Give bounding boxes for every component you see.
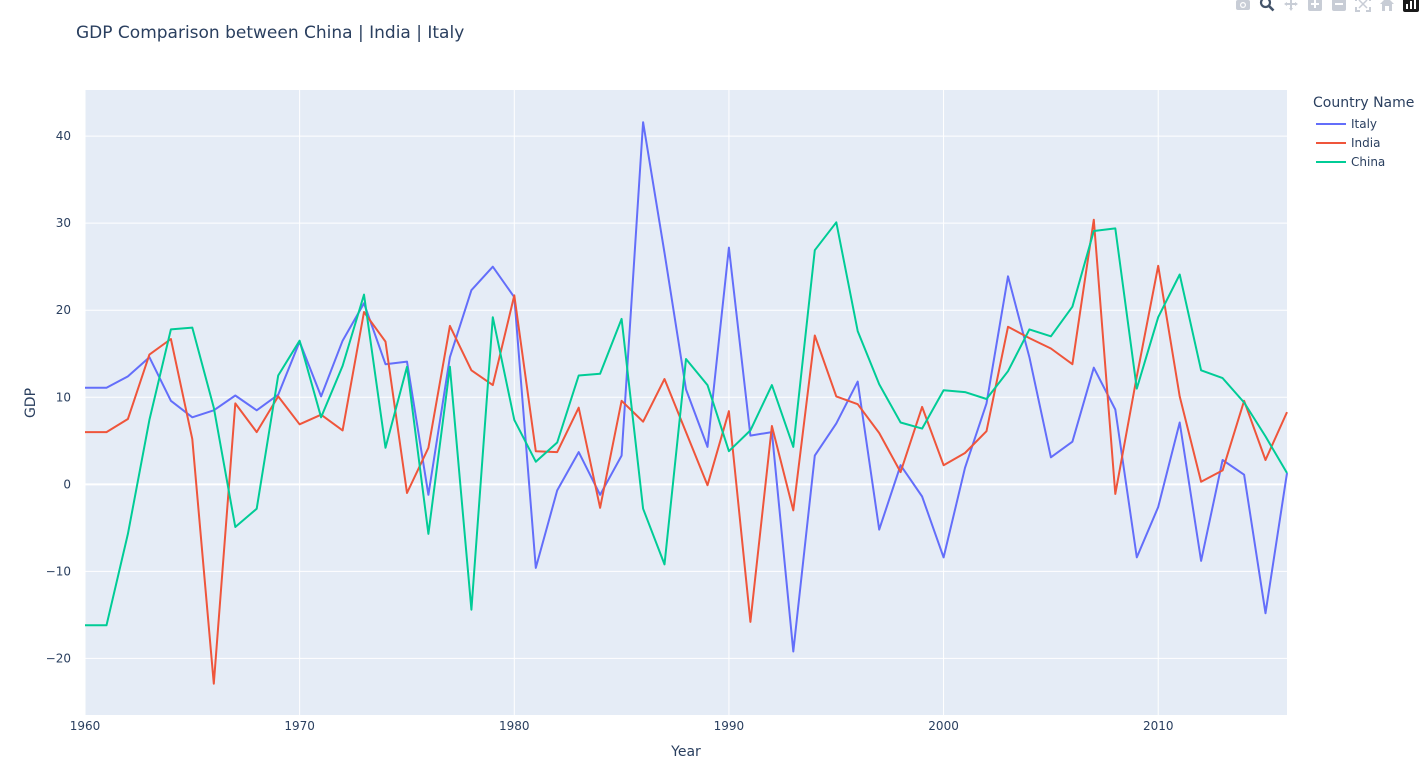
series-line-india xyxy=(85,218,1288,685)
zoom-out-icon[interactable] xyxy=(1330,0,1348,13)
series-lines xyxy=(85,121,1288,685)
legend-item-italy[interactable]: Italy xyxy=(1316,117,1377,131)
y-tick-label: −10 xyxy=(46,564,71,578)
y-tick-label: 20 xyxy=(56,303,71,317)
legend-label: India xyxy=(1351,136,1381,150)
series-line-china xyxy=(85,221,1288,627)
legend-item-india[interactable]: India xyxy=(1316,136,1380,150)
grid-lines xyxy=(84,90,1287,715)
x-tick-label: 1990 xyxy=(714,719,745,733)
x-axis-ticks: 1960 1970 1980 1990 2000 2010 xyxy=(70,719,1174,733)
chart-title: GDP Comparison between China | India | I… xyxy=(76,23,465,43)
series-line-italy xyxy=(85,121,1288,653)
x-tick-label: 2000 xyxy=(928,719,959,733)
home-icon[interactable] xyxy=(1378,0,1396,13)
y-tick-label: 30 xyxy=(56,216,71,230)
zoom-in-icon[interactable] xyxy=(1306,0,1324,13)
legend-title: Country Name xyxy=(1313,95,1415,111)
legend-swatch xyxy=(1316,123,1346,125)
modebar xyxy=(1234,0,1420,14)
autoscale-icon[interactable] xyxy=(1354,0,1372,13)
x-tick-label: 1980 xyxy=(499,719,530,733)
y-tick-label: 40 xyxy=(56,129,71,143)
legend-swatch xyxy=(1316,142,1346,144)
plot-background xyxy=(85,90,1287,715)
x-tick-label: 1960 xyxy=(70,719,101,733)
x-axis-title: Year xyxy=(670,744,701,760)
y-tick-label: 0 xyxy=(63,477,71,491)
y-tick-label: 10 xyxy=(56,390,71,404)
pan-icon[interactable] xyxy=(1282,0,1300,13)
y-tick-label: −20 xyxy=(46,651,71,665)
legend-label: Italy xyxy=(1351,117,1378,131)
zoom-icon[interactable] xyxy=(1258,0,1276,13)
legend-item-china[interactable]: China xyxy=(1316,155,1385,169)
y-axis-title: GDP xyxy=(23,388,39,418)
plotly-logo-icon[interactable] xyxy=(1402,0,1420,13)
legend-label: China xyxy=(1351,155,1386,169)
x-tick-label: 2010 xyxy=(1143,719,1174,733)
camera-icon[interactable] xyxy=(1234,0,1252,13)
x-tick-label: 1970 xyxy=(284,719,315,733)
y-axis-ticks: −20 −10 0 10 20 30 40 xyxy=(46,129,71,665)
legend-swatch xyxy=(1316,161,1346,163)
